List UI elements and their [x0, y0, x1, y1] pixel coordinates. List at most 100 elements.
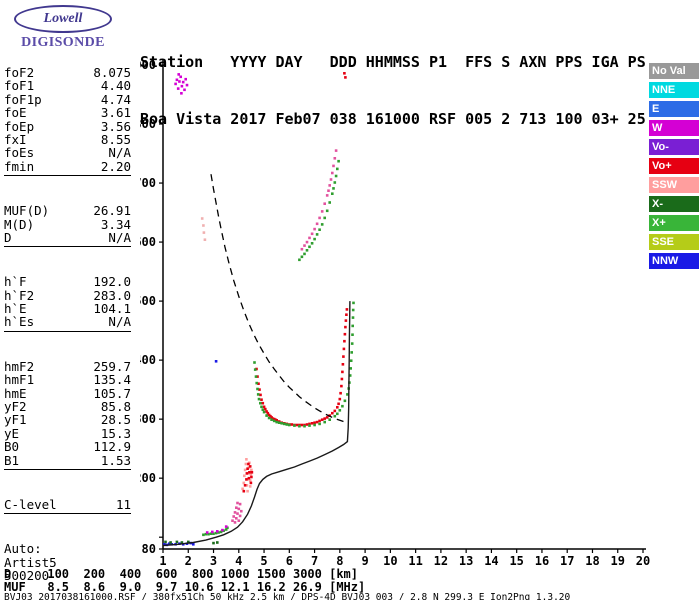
- legend-item-sse: SSE: [649, 234, 699, 250]
- x-tick-label: 5: [260, 554, 267, 568]
- parameter-row: foF1 4.40: [4, 78, 131, 94]
- digisonde-wordmark: DIGISONDE: [21, 35, 105, 50]
- y-tick-label: 800: [140, 117, 156, 131]
- ionogram-plot: 8020030040050060070080090012345678910111…: [140, 58, 650, 568]
- parameter-row: h`F 192.0: [4, 274, 131, 290]
- x-tick-label: 10: [383, 554, 397, 568]
- parameter-label: h`Es: [4, 314, 35, 330]
- distance-muf-row-d: D 100 200 400 600 800 1000 1500 3000 [km…: [4, 567, 359, 581]
- parameter-value: 4.40: [100, 78, 131, 94]
- top-right-mark-red: [343, 72, 347, 79]
- x-tick-label: 13: [459, 554, 473, 568]
- x-tick-label: 14: [484, 554, 498, 568]
- parameter-row: hmF1 135.4: [4, 372, 131, 388]
- parameter-label: yF1: [4, 412, 27, 428]
- parameter-value: 11: [115, 496, 131, 512]
- parameter-label: yE: [4, 425, 20, 441]
- stray-speck-blue: [214, 360, 218, 363]
- lowell-logo-text: Lowell: [43, 11, 83, 26]
- parameter-row: C-level 11: [4, 496, 131, 512]
- x-trace-f-layer: [253, 301, 355, 428]
- legend-item-no-val: No Val: [649, 63, 699, 79]
- parameter-row: 500200: [4, 568, 131, 584]
- parameter-label: Artist5: [4, 554, 57, 570]
- legend-item-ssw: SSW: [649, 177, 699, 193]
- parameter-label: yF2: [4, 399, 27, 415]
- true-height-profile: [162, 301, 351, 547]
- parameter-label: h`F2: [4, 287, 35, 303]
- parameter-label: B0: [4, 439, 20, 455]
- parameter-label: foF1p: [4, 91, 42, 107]
- parameter-label: foF2: [4, 65, 35, 80]
- legend-item-vo-: Vo-: [649, 139, 699, 155]
- parameter-value: 1.53: [100, 452, 131, 468]
- parameter-row: h`Es N/A: [4, 314, 131, 330]
- parameter-value: 112.9: [93, 439, 131, 455]
- parameter-row: MUF(D) 26.91: [4, 203, 131, 219]
- parameter-value: 15.3: [100, 425, 131, 441]
- spread-cluster-red: [242, 462, 254, 493]
- parameter-value: 135.4: [93, 372, 131, 388]
- parameter-value: 259.7: [93, 358, 131, 374]
- y-tick-label: 300: [140, 412, 156, 426]
- parameter-row: hmE 105.7: [4, 385, 131, 401]
- parameter-row: Auto:: [4, 542, 131, 556]
- parameter-row: foE 3.61: [4, 106, 131, 120]
- muf-transmission-curve: [210, 174, 348, 424]
- parameter-row: foEp 3.56: [4, 118, 131, 134]
- parameter-value: 104.1: [93, 301, 131, 317]
- legend-item-e: E: [649, 101, 699, 117]
- parameter-group: hmF2 259.7 hmF1 135.4 hmE 105.7 yF2 85.8 yF1 28.5…: [4, 358, 131, 470]
- legend-item-nnw: NNW: [649, 253, 699, 269]
- parameter-value: N/A: [108, 314, 131, 330]
- x-tick-label: 7: [311, 554, 318, 568]
- parameter-row: yF2 85.8: [4, 399, 131, 415]
- lowell-logo-oval: Lowell: [14, 5, 112, 33]
- parameter-panel: foF2 8.075 foF1 4.40 foF1p 4.74 foE 3.61 foEp 3.5…: [4, 66, 131, 600]
- x-tick-label: 20: [636, 554, 650, 568]
- stray-specks-pink: [200, 217, 207, 241]
- parameter-label: h`E: [4, 301, 27, 317]
- parameter-label: foEs: [4, 145, 35, 161]
- parameter-group: Auto: Artist5 500200: [4, 542, 131, 584]
- e-trace-w: [205, 525, 228, 534]
- parameter-row: hmF2 259.7: [4, 358, 131, 374]
- y-tick-label: 400: [140, 353, 156, 367]
- y-tick-label: 600: [140, 235, 156, 249]
- second-hop-o-trace: [300, 149, 338, 251]
- parameter-row: h`F2 283.0: [4, 287, 131, 303]
- x-tick-label: 8: [336, 554, 343, 568]
- x-tick-label: 9: [361, 554, 368, 568]
- parameter-label: h`F: [4, 274, 27, 290]
- parameter-value: 283.0: [93, 287, 131, 303]
- es-trace-dark-green: [164, 540, 219, 545]
- legend-item-w: W: [649, 120, 699, 136]
- x-tick-label: 11: [408, 554, 422, 568]
- legend-item-x-: X-: [649, 196, 699, 212]
- parameter-value: 28.5: [100, 412, 131, 428]
- x-tick-label: 17: [560, 554, 574, 568]
- y-tick-label: 700: [140, 176, 156, 190]
- legend-item-nne: NNE: [649, 82, 699, 98]
- parameter-group: h`F 192.0 h`F2 283.0 h`E 104.1 h`Es N/A: [4, 275, 131, 332]
- parameter-value: 3.34: [100, 216, 131, 232]
- parameter-value: 3.56: [100, 118, 131, 134]
- parameter-value: N/A: [108, 145, 131, 161]
- parameter-row: fxI 8.55: [4, 131, 131, 147]
- parameter-label: C-level: [4, 496, 57, 512]
- parameter-label: M(D): [4, 216, 35, 232]
- y-tick-label: 80: [142, 542, 156, 556]
- parameter-label: 500200: [4, 568, 50, 584]
- parameter-label: hmF1: [4, 372, 35, 388]
- parameter-value: 26.91: [93, 203, 131, 219]
- x-tick-label: 19: [611, 554, 625, 568]
- parameter-label: fxI: [4, 131, 27, 147]
- parameter-label: B1: [4, 452, 20, 468]
- parameter-value: 85.8: [100, 399, 131, 415]
- parameter-value: 105.7: [93, 385, 131, 401]
- parameter-value: 4.74: [100, 91, 131, 107]
- second-hop-x-trace: [298, 159, 340, 262]
- parameter-row: foF1p 4.74: [4, 91, 131, 107]
- x-tick-label: 4: [235, 554, 242, 568]
- parameter-value: 2.20: [100, 158, 131, 174]
